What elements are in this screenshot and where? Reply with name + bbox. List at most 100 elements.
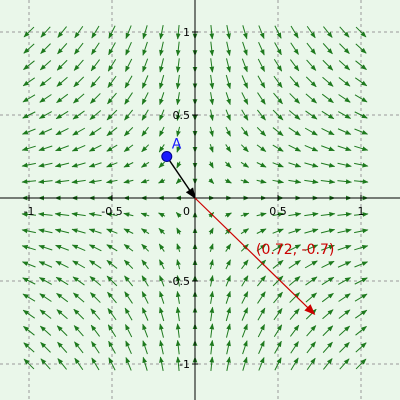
field-arrow: [175, 306, 181, 322]
field-arrow: [288, 110, 301, 120]
field-arrow: [353, 179, 369, 184]
field-arrow: [354, 77, 368, 87]
field-arrow: [241, 109, 249, 121]
field-arrow: [125, 25, 132, 40]
field-arrow: [257, 291, 266, 304]
tick-labels: -1 -0.5 0 0.5 1 1 0.5 -0.5 -1: [24, 26, 365, 371]
field-arrow: [55, 276, 69, 286]
field-arrow: [124, 109, 134, 121]
field-arrow: [176, 274, 181, 287]
field-arrow: [105, 179, 118, 184]
field-arrow: [176, 144, 182, 153]
field-arrow: [90, 76, 101, 88]
field-arrow: [38, 277, 52, 285]
field-arrow: [72, 127, 86, 136]
field-arrow: [106, 109, 118, 121]
field-arrow: [57, 43, 68, 55]
field-arrow: [209, 41, 215, 57]
field-arrow: [209, 339, 215, 355]
field-arrow: [289, 76, 300, 88]
field-arrow: [38, 245, 53, 251]
field-arrow: [354, 145, 369, 151]
field-arrow: [242, 25, 248, 40]
field-arrow: [321, 276, 335, 286]
field-arrow: [258, 42, 265, 56]
point-a[interactable]: [161, 151, 173, 162]
field-arrow: [141, 291, 149, 304]
field-arrow: [39, 325, 52, 336]
field-arrow: [241, 275, 249, 287]
field-arrow: [225, 306, 231, 322]
field-arrow: [40, 358, 51, 370]
field-arrow: [289, 308, 300, 320]
field-arrow: [306, 25, 316, 39]
field-arrow: [71, 244, 86, 252]
field-arrow: [209, 274, 214, 287]
field-arrow: [256, 109, 266, 121]
field-arrow: [288, 228, 302, 234]
field-arrow: [106, 144, 118, 152]
field-arrow: [107, 75, 117, 88]
field-arrow: [123, 244, 134, 252]
field-arrow: [209, 306, 215, 322]
point-layer[interactable]: A: [161, 137, 182, 162]
field-arrow: [176, 243, 182, 252]
field-arrow: [40, 26, 51, 38]
field-arrow: [159, 290, 165, 304]
field-arrow: [88, 179, 102, 184]
field-arrow: [23, 342, 35, 353]
field-arrow: [272, 244, 284, 252]
field-arrow: [256, 127, 267, 137]
field-arrow: [123, 162, 134, 168]
field-arrow: [288, 276, 301, 286]
field-arrow: [141, 259, 149, 270]
field-arrow: [88, 244, 102, 252]
field-arrow: [355, 26, 367, 38]
field-arrow: [142, 41, 148, 56]
field-arrow: [274, 25, 282, 39]
field-arrow: [21, 245, 36, 251]
field-arrow: [54, 212, 70, 217]
field-arrow: [39, 293, 52, 302]
field-arrow: [353, 212, 369, 217]
field-arrow: [256, 228, 267, 234]
field-arrow: [159, 306, 165, 322]
field-arrow: [304, 244, 319, 252]
field-arrow: [23, 43, 35, 54]
field-arrow: [288, 144, 302, 152]
field-arrow: [175, 356, 181, 372]
field-arrow: [125, 356, 132, 371]
field-arrow: [321, 128, 335, 136]
field-arrow: [175, 92, 181, 106]
field-arrow: [321, 110, 335, 120]
field-arrow: [175, 177, 182, 184]
field-arrow: [175, 290, 181, 304]
field-arrow: [158, 144, 165, 153]
field-arrow: [142, 25, 148, 40]
field-arrow: [354, 162, 369, 168]
field-arrow: [355, 342, 367, 353]
field-arrow: [38, 162, 53, 168]
field-arrow: [355, 326, 367, 336]
field-arrow: [354, 277, 368, 285]
vector-a-to-origin[interactable]: [166, 156, 196, 199]
field-arrow: [55, 128, 69, 136]
vectors[interactable]: (0.72, -0.7): [166, 156, 335, 315]
field-arrow: [57, 341, 68, 353]
field-arrow: [240, 161, 250, 168]
field-arrow: [159, 339, 164, 355]
vector-field: [21, 24, 369, 372]
field-arrow: [105, 212, 118, 217]
result-vector[interactable]: [194, 197, 316, 315]
field-arrow: [322, 325, 334, 337]
field-arrow: [125, 42, 132, 56]
field-arrow: [338, 94, 351, 103]
field-arrow: [125, 58, 133, 72]
field-arrow: [322, 341, 333, 353]
field-arrow: [226, 41, 231, 57]
field-arrow: [38, 179, 53, 184]
field-arrow: [322, 59, 334, 71]
